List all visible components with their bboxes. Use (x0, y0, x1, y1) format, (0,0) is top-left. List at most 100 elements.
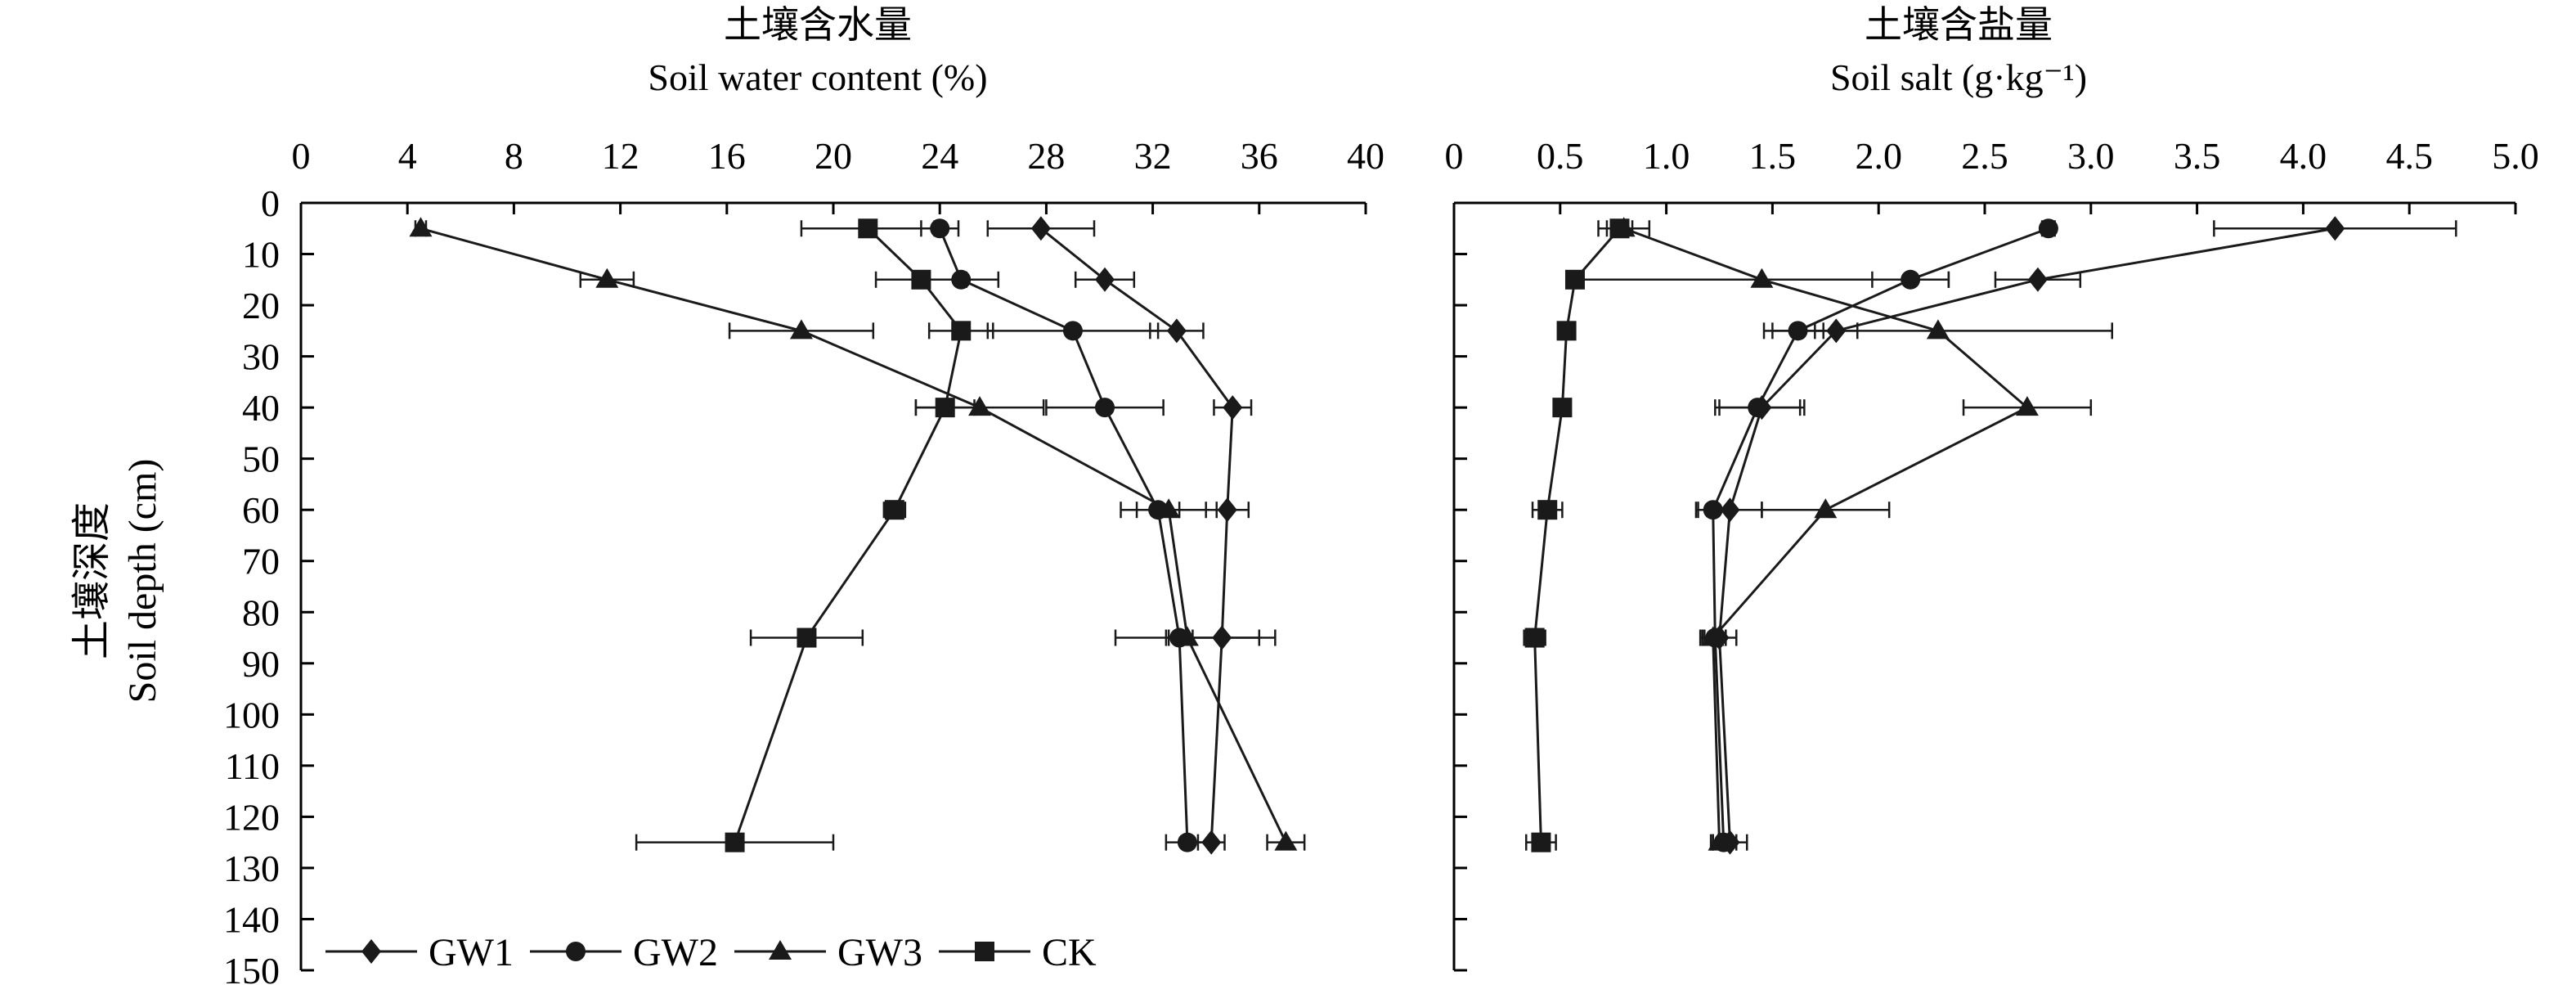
y-axis-label-cn: 土壤深度 (70, 502, 114, 659)
legend: GW1 GW2 GW3 CK (325, 931, 1097, 974)
salt-series-ck (1523, 218, 1634, 852)
depth-tick-label: 100 (223, 694, 280, 735)
legend-label: GW2 (633, 931, 718, 974)
salt-point-ck (1537, 500, 1558, 520)
salt-point-gw2 (1748, 398, 1768, 418)
legend-item-gw3: GW3 (734, 931, 922, 974)
salt-point-gw3 (2015, 396, 2039, 416)
salt-point-ck (1531, 832, 1551, 852)
depth-tick-label: 150 (223, 950, 280, 985)
salt-point-ck (1609, 218, 1630, 239)
water-x-tick-label: 32 (1134, 135, 1172, 177)
water-x-tick-label: 40 (1347, 135, 1384, 177)
salt-content-panel: 0 0.5 1.0 1.5 2.0 2.5 3.0 3.5 4.0 4.5 5.0 (1445, 135, 2539, 972)
water-x-tick-label: 4 (398, 135, 417, 177)
salt-point-ck (1564, 269, 1585, 290)
salt-point-gw3 (1750, 268, 1774, 288)
water-point-gw3 (1175, 626, 1199, 646)
water-point-ck (911, 269, 931, 290)
depth-tick-label: 110 (225, 745, 280, 787)
water-x-tick-label: 12 (602, 135, 640, 177)
water-point-gw2 (1095, 398, 1115, 418)
depth-tick-label: 40 (242, 387, 280, 429)
depth-tick-label: 140 (223, 898, 280, 940)
salt-point-gw3 (1701, 626, 1725, 646)
water-point-ck (725, 832, 745, 852)
salt-x-tick-label: 3.0 (2067, 135, 2115, 177)
salt-point-ck (1524, 627, 1545, 648)
water-point-ck (935, 398, 955, 418)
water-point-gw2 (1177, 832, 1197, 852)
salt-x-tick-label: 1.5 (1749, 135, 1797, 177)
depth-tick-label: 80 (242, 591, 280, 633)
water-point-gw3 (1274, 830, 1298, 851)
salt-point-gw1 (2027, 267, 2048, 292)
depth-tick-label: 70 (242, 541, 280, 582)
water-line-ck (734, 227, 963, 843)
water-point-gw3 (595, 268, 619, 288)
water-x-tick-label: 8 (505, 135, 523, 177)
salt-x-tick-label: 1.0 (1643, 135, 1690, 177)
depth-tick-label: 30 (242, 336, 280, 378)
water-line-gw2 (938, 227, 1189, 843)
salt-point-gw2 (2038, 218, 2058, 239)
depth-tick-label: 130 (223, 848, 280, 889)
water-point-gw1 (1095, 267, 1115, 292)
water-point-gw1 (1223, 395, 1243, 421)
legend-marker-gw2 (566, 942, 586, 961)
y-axis-label-en: Soil depth (cm) (121, 459, 164, 704)
legend-item-gw1: GW1 (325, 931, 514, 974)
left-title-en: Soil water content (%) (648, 56, 987, 98)
depth-tick-label: 120 (223, 796, 280, 838)
depth-tick-label: 60 (242, 489, 280, 531)
depth-tick-label: 10 (242, 234, 280, 276)
salt-point-gw3 (1926, 319, 1950, 340)
depth-tick-label: 0 (261, 182, 280, 224)
water-point-ck (951, 321, 972, 341)
salt-x-tick-label: 0 (1445, 135, 1464, 177)
salt-point-ck (1556, 321, 1577, 341)
salt-x-tick-label: 3.5 (2174, 135, 2221, 177)
water-point-gw1 (1217, 497, 1237, 523)
legend-label: GW3 (837, 931, 922, 974)
salt-series-gw1 (1697, 216, 2457, 855)
water-point-gw1 (1030, 216, 1051, 241)
water-series-ck (635, 218, 994, 852)
depth-tick-label: 90 (242, 643, 280, 685)
legend-marker-gw1 (361, 939, 381, 964)
water-x-tick-label: 16 (708, 135, 746, 177)
salt-point-gw1 (2325, 216, 2345, 241)
water-point-gw1 (1201, 830, 1222, 855)
water-series-gw2 (920, 218, 1210, 852)
water-point-gw2 (1062, 321, 1083, 341)
salt-line-ck (1533, 227, 1621, 843)
salt-series-gw3 (1573, 217, 2114, 851)
legend-item-gw2: GW2 (530, 931, 718, 974)
salt-line-gw1 (1717, 227, 2336, 843)
salt-x-tick-label: 2.5 (1961, 135, 2008, 177)
salt-x-tick-label: 4.0 (2280, 135, 2327, 177)
salt-point-ck (1552, 398, 1573, 418)
legend-item-ck: CK (939, 931, 1097, 974)
right-title-en: Soil salt (g·kg⁻¹) (1830, 56, 2087, 98)
depth-tick-label: 20 (242, 285, 280, 326)
water-line-gw3 (420, 227, 1287, 843)
left-title-cn: 土壤含水量 (724, 4, 912, 46)
water-point-gw3 (409, 217, 433, 237)
water-series-gw1 (986, 216, 1277, 855)
water-point-ck (797, 627, 817, 648)
salt-point-gw3 (1814, 498, 1838, 519)
water-x-tick-label: 0 (292, 135, 311, 177)
water-x-tick-label: 36 (1241, 135, 1278, 177)
legend-marker-ck (975, 942, 994, 961)
water-line-gw1 (1039, 227, 1234, 843)
water-content-panel: 0 4 8 12 16 20 24 28 32 36 40 0 10 20 30 40 50 60 70 80 90 10… (223, 135, 1384, 985)
salt-x-tick-label: 2.0 (1855, 135, 1902, 177)
salt-point-gw2 (1703, 500, 1723, 520)
legend-label: GW1 (429, 931, 514, 974)
water-point-gw3 (789, 319, 813, 340)
water-x-tick-label: 28 (1027, 135, 1065, 177)
legend-marker-gw3 (769, 940, 792, 960)
depth-tick-label: 50 (242, 439, 280, 480)
